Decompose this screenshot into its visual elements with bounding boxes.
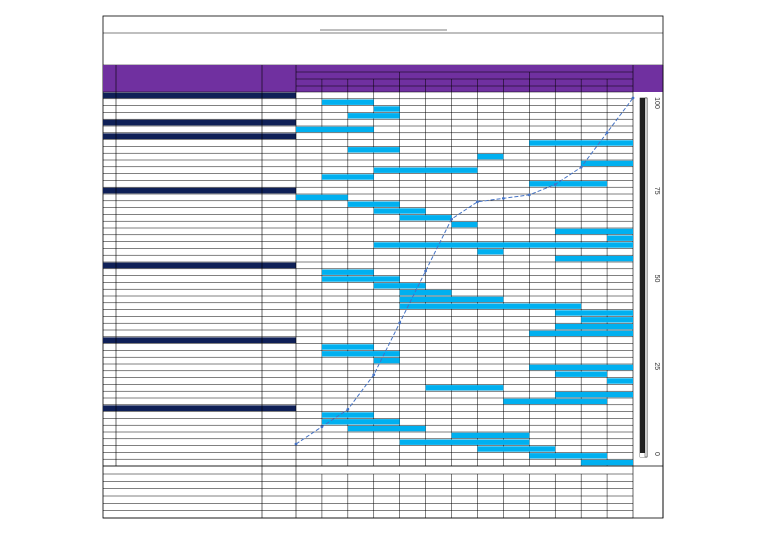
gantt-bar [581,160,633,167]
scale-tick-label: 50 [653,275,660,283]
progress-curve-point [527,193,531,197]
gantt-bar [399,215,452,221]
gantt-bar [529,364,633,371]
progress-curve-point [501,196,505,200]
scale-tick-label: 75 [653,187,660,195]
section-header-row [103,187,296,194]
gantt-bar [347,425,426,432]
gantt-bar [607,235,633,241]
section-header-row [103,405,296,411]
gantt-bar [529,453,608,459]
section-header-row [103,337,296,343]
gantt-bar [373,106,400,112]
gantt-bar [347,147,400,153]
gantt-bar [373,357,400,364]
gantt-bar [581,317,633,323]
gantt-bar [503,398,608,405]
gantt-bar [529,140,633,146]
progress-curve-point [320,425,324,429]
header-fill [103,65,663,92]
footer-table [103,465,663,519]
gantt-bar [451,221,478,228]
task-rows [103,91,634,467]
section-header-row [103,262,296,269]
gantt-bar [399,303,582,309]
percent-scale: 100 75 50 25 0 [639,65,664,518]
gantt-bar [321,99,374,105]
gantt-bar [347,113,400,119]
gantt-bar [321,419,400,425]
gantt-bar [373,242,633,248]
gantt-bar [451,432,530,439]
progress-s-curve [294,96,635,446]
gantt-bar [399,296,504,303]
scale-edge [644,97,648,458]
gantt-bar [555,371,608,377]
gantt-bar [373,283,426,289]
progress-curve-point [553,183,557,186]
progress-curve-point [372,373,376,377]
gantt-bar [321,276,400,282]
gantt-bar [555,255,633,262]
gantt-bar [399,439,530,445]
gantt-bar [555,310,633,316]
gantt-bar [321,269,374,275]
gantt-bar [425,385,504,391]
gantt-bar [373,208,426,214]
gantt-bar [347,201,400,207]
gantt-bar [477,249,504,255]
progress-curve-point [605,131,609,135]
gantt-bar [607,378,633,384]
gantt-bar [373,167,478,173]
progress-curve-line [295,97,634,445]
gantt-bar [296,126,374,133]
progress-curve-point [631,96,635,100]
gantt-bar [477,446,556,452]
gantt-bars [296,99,633,466]
gantt-bar [529,181,608,187]
progress-curve-point [424,269,428,273]
gantt-bar [399,289,452,296]
gantt-bar [296,194,348,201]
gantt-bar [529,330,633,337]
progress-curve-point [450,217,453,221]
progress-curve-point [398,321,402,325]
section-header-row [103,92,296,99]
gantt-bar [321,412,374,418]
gantt-bar [555,391,633,398]
header-band [103,65,663,92]
scale-tick-label: 0 [653,452,660,456]
section-header-row [103,133,296,139]
scale-progress-fill [640,98,645,453]
progress-curve-point [476,200,479,204]
gantt-bar [555,228,633,235]
gantt-bar [581,459,633,466]
gantt-bar [321,344,374,350]
gantt-bar [555,323,633,330]
gantt-bar [477,153,504,160]
gantt-bar [321,351,400,357]
progress-curve-point [579,165,583,169]
section-header-row [103,119,296,126]
progress-curve-point [294,442,298,446]
scale-tick-label: 100 [653,97,660,109]
progress-curve-point [346,408,350,411]
gantt-bar [321,174,374,180]
scale-tick-label: 25 [653,362,660,370]
